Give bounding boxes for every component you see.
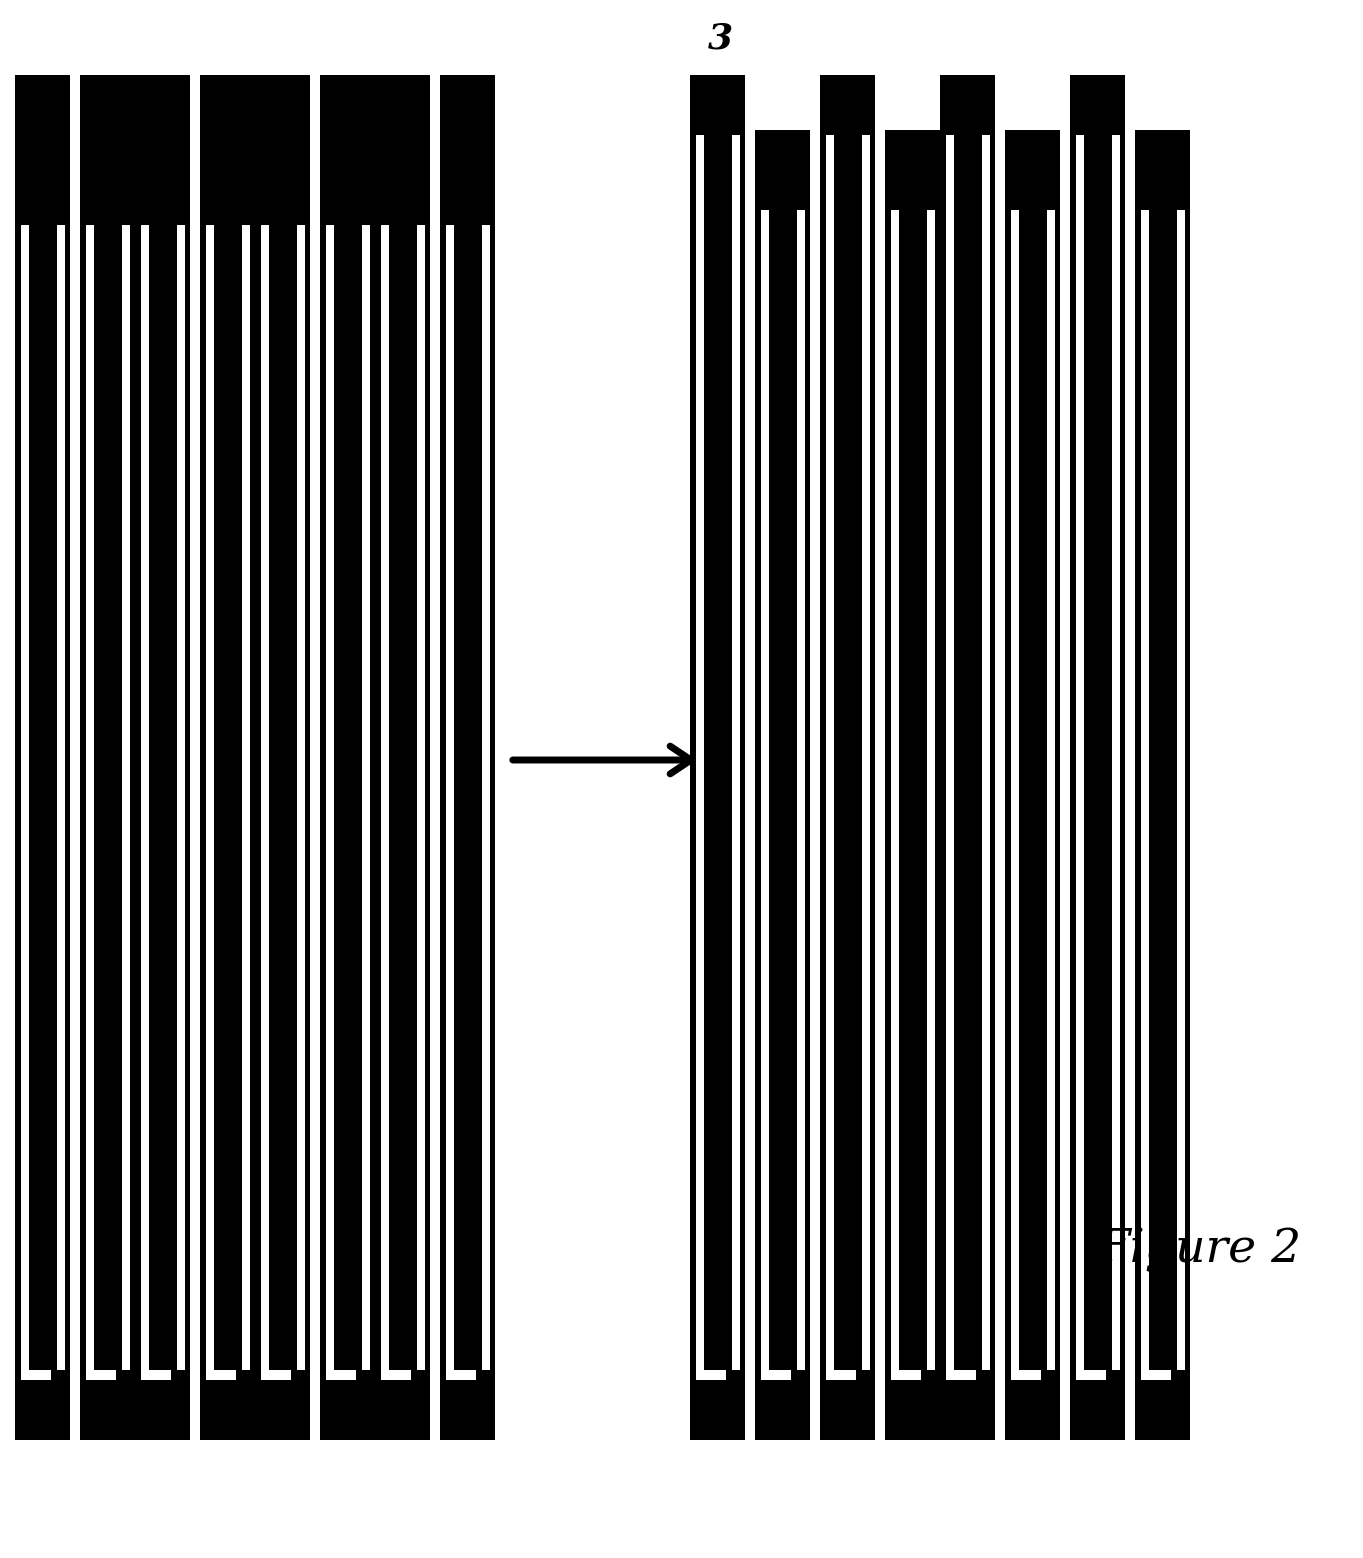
Bar xyxy=(761,190,769,1369)
Bar xyxy=(1005,129,1060,1440)
Bar xyxy=(1111,136,1119,1369)
Bar xyxy=(320,1380,375,1440)
Bar xyxy=(326,185,334,1369)
Bar xyxy=(446,185,454,1369)
Bar xyxy=(440,1380,495,1440)
Bar xyxy=(140,1369,170,1382)
Bar xyxy=(940,75,995,1440)
Bar xyxy=(375,75,429,224)
Bar xyxy=(1070,75,1124,125)
Bar xyxy=(1070,1380,1124,1440)
Bar xyxy=(940,1380,995,1440)
Bar xyxy=(241,185,249,1369)
Bar xyxy=(121,185,129,1369)
Bar xyxy=(297,185,304,1369)
Bar xyxy=(755,129,810,210)
Bar xyxy=(695,1369,725,1382)
Bar xyxy=(135,75,189,1440)
Bar xyxy=(885,1380,940,1440)
Bar xyxy=(86,185,94,1369)
Bar xyxy=(206,1369,236,1382)
Bar xyxy=(940,75,995,125)
Bar xyxy=(255,75,309,224)
Bar xyxy=(821,75,875,1440)
Bar xyxy=(1075,136,1084,1369)
Bar xyxy=(885,129,940,1440)
Bar xyxy=(1070,75,1124,1440)
Bar xyxy=(796,190,804,1369)
Bar xyxy=(56,185,64,1369)
Bar xyxy=(446,1369,476,1382)
Bar xyxy=(1005,129,1060,210)
Bar xyxy=(690,75,746,125)
Bar xyxy=(821,1380,875,1440)
Bar xyxy=(1075,1369,1105,1382)
Bar xyxy=(1005,1380,1060,1440)
Bar xyxy=(255,1380,309,1440)
Bar xyxy=(326,1369,356,1382)
Bar xyxy=(375,75,429,1440)
Bar xyxy=(1141,1369,1171,1382)
Bar xyxy=(690,1380,746,1440)
Bar xyxy=(440,75,495,224)
Bar xyxy=(200,1380,255,1440)
Bar xyxy=(946,1369,976,1382)
Bar xyxy=(15,75,70,224)
Text: Figure 2: Figure 2 xyxy=(1097,1228,1302,1273)
Bar xyxy=(695,136,703,1369)
Bar xyxy=(176,185,184,1369)
Bar xyxy=(1135,129,1190,210)
Bar xyxy=(320,75,375,224)
Bar xyxy=(255,75,309,1440)
Bar xyxy=(380,1369,410,1382)
Bar xyxy=(80,75,135,1440)
Bar xyxy=(15,75,70,1440)
Bar xyxy=(380,185,388,1369)
Bar xyxy=(861,136,870,1369)
Bar xyxy=(140,185,149,1369)
Bar xyxy=(20,185,29,1369)
Bar xyxy=(761,1369,791,1382)
Bar xyxy=(200,75,255,1440)
Bar xyxy=(1176,190,1184,1369)
Bar xyxy=(375,1380,429,1440)
Bar xyxy=(885,129,940,210)
Bar xyxy=(440,75,495,1440)
Bar xyxy=(890,1369,920,1382)
Bar xyxy=(1010,1369,1040,1382)
Bar xyxy=(927,190,935,1369)
Bar xyxy=(206,185,214,1369)
Text: 3: 3 xyxy=(707,20,732,55)
Bar xyxy=(320,75,375,1440)
Bar xyxy=(135,75,189,224)
Bar xyxy=(755,1380,810,1440)
Bar xyxy=(890,190,898,1369)
Bar xyxy=(1047,190,1055,1369)
Bar xyxy=(361,185,369,1369)
Bar xyxy=(15,1380,70,1440)
Bar xyxy=(200,75,255,224)
Bar xyxy=(1135,129,1190,1440)
Bar xyxy=(417,185,424,1369)
Bar xyxy=(821,75,875,125)
Bar xyxy=(1135,1380,1190,1440)
Bar xyxy=(481,185,489,1369)
Bar xyxy=(135,1380,189,1440)
Bar xyxy=(80,75,135,224)
Bar xyxy=(732,136,740,1369)
Bar xyxy=(86,1369,116,1382)
Bar xyxy=(690,75,746,1440)
Bar xyxy=(1141,190,1149,1369)
Bar xyxy=(755,129,810,1440)
Bar xyxy=(981,136,990,1369)
Bar xyxy=(1010,190,1018,1369)
Bar xyxy=(946,136,954,1369)
Bar xyxy=(80,1380,135,1440)
Bar xyxy=(826,136,834,1369)
Bar xyxy=(826,1369,856,1382)
Bar xyxy=(260,185,269,1369)
Bar xyxy=(20,1369,50,1382)
Bar xyxy=(260,1369,290,1382)
